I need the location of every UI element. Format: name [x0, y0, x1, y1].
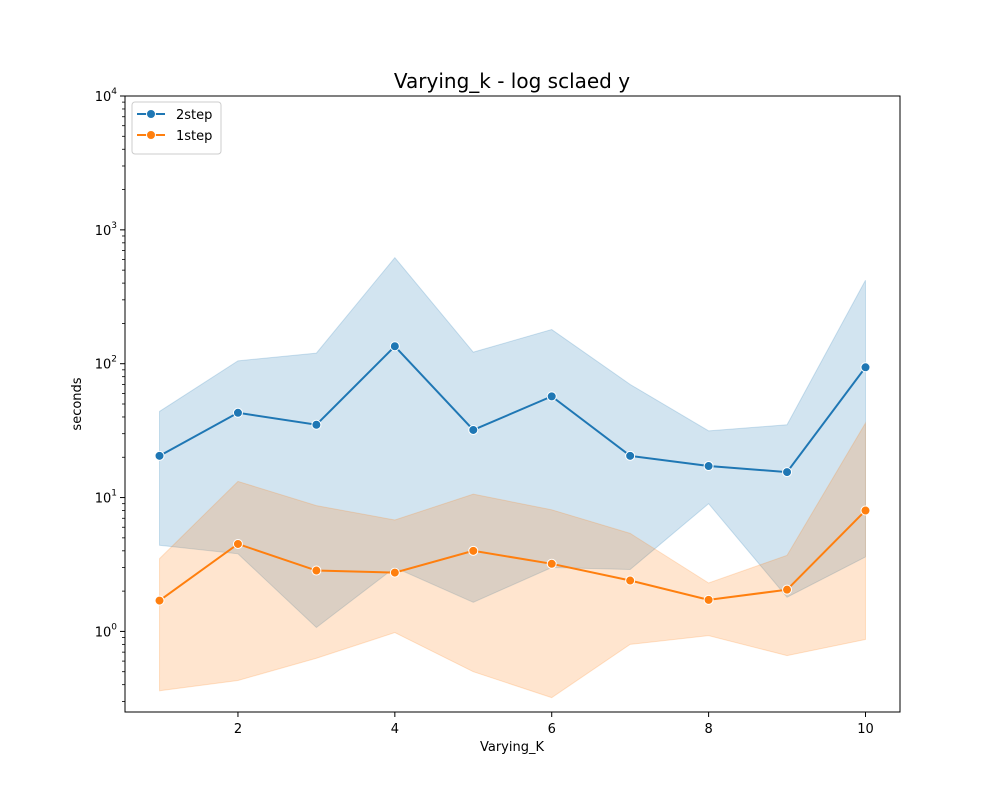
chart-title: Varying_k - log sclaed y	[394, 69, 630, 93]
confidence-band-2step	[159, 256, 866, 629]
series-line-2step	[159, 344, 867, 474]
data-point-1step	[154, 595, 165, 606]
x-tick-label: 8	[704, 722, 712, 737]
series-line-1step	[158, 509, 867, 602]
x-axis-ticks: 2 4 6 8 10	[234, 712, 874, 737]
data-point-2step	[389, 341, 400, 352]
y-tick-label: 100	[95, 622, 118, 640]
y-axis-ticks: 100 101 102 103 104	[95, 87, 125, 702]
confidence-bands	[159, 256, 866, 699]
x-tick-label: 6	[548, 722, 556, 737]
legend-marker-1step	[146, 130, 156, 140]
y-tick-label: 101	[95, 489, 117, 507]
y-tick-label: 104	[95, 87, 118, 105]
data-point-1step	[311, 565, 322, 576]
legend-label-1step: 1step	[176, 129, 212, 144]
legend-marker-2step	[146, 109, 156, 119]
data-point-1step	[703, 594, 714, 605]
data-point-1step	[782, 584, 793, 595]
legend-label-2step: 2step	[176, 108, 212, 123]
y-tick-label: 102	[95, 355, 117, 373]
data-point-1step	[389, 567, 400, 578]
data-point-2step	[782, 467, 793, 478]
data-point-2step	[625, 450, 636, 461]
series-lines	[158, 344, 867, 602]
data-point-1step	[860, 505, 871, 516]
data-point-1step	[468, 545, 479, 556]
y-tick-label: 103	[95, 221, 117, 239]
data-point-2step	[468, 424, 479, 435]
data-point-2step	[154, 450, 165, 461]
confidence-band-1step	[159, 421, 866, 699]
data-point-2step	[703, 461, 714, 472]
x-tick-label: 4	[391, 722, 399, 737]
x-axis-label: Varying_K	[480, 740, 544, 755]
data-point-2step	[860, 362, 871, 373]
data-point-1step	[546, 558, 557, 569]
data-point-2step	[311, 419, 322, 430]
x-tick-label: 10	[857, 722, 874, 737]
x-tick-label: 2	[234, 722, 242, 737]
y-axis-label: seconds	[70, 377, 85, 430]
data-point-2step	[546, 391, 557, 402]
series-markers	[154, 341, 871, 606]
legend: 2step 1step	[131, 101, 222, 155]
data-point-1step	[232, 538, 243, 549]
data-point-1step	[625, 575, 636, 586]
data-point-2step	[232, 407, 243, 418]
